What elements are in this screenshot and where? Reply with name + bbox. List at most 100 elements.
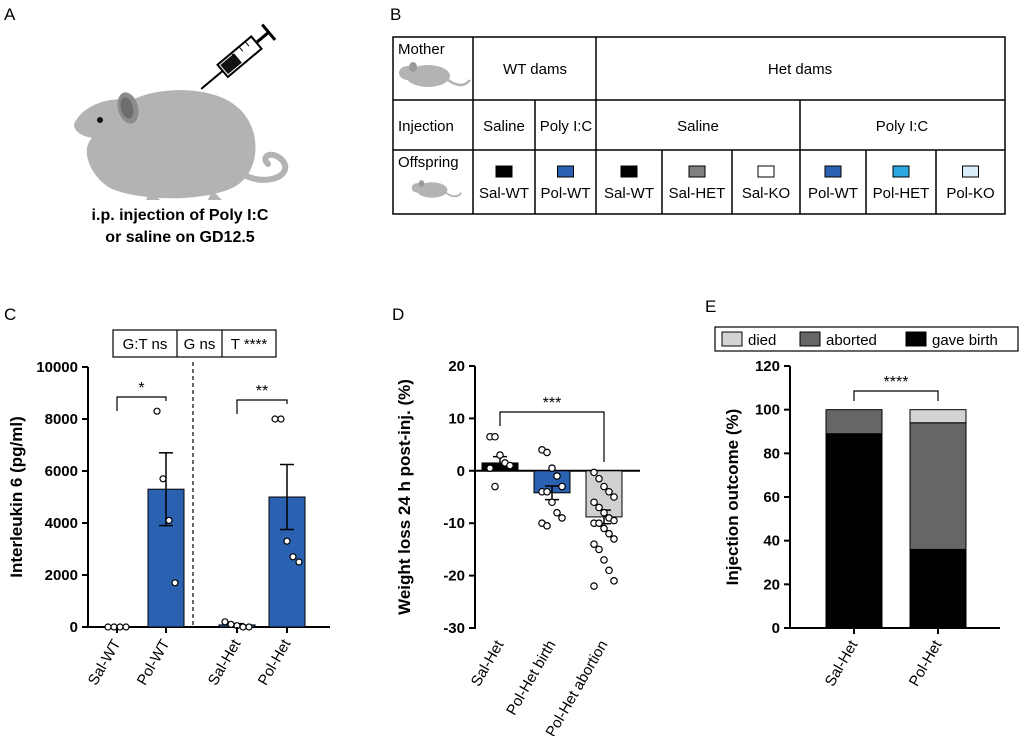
wt-saline-label: Saline: [483, 118, 525, 135]
offspring-label: Pol-WT: [541, 185, 591, 202]
y-axis-label: Injection outcome (%): [723, 409, 742, 586]
offspring-swatch: [824, 165, 842, 178]
x-category-label: Sal-Het: [468, 637, 508, 690]
x-category-label: Sal-Het: [205, 636, 245, 689]
y-tick-label: 100: [755, 402, 780, 419]
data-point: [159, 475, 167, 483]
significance-label: ****: [884, 374, 909, 391]
data-point: [543, 487, 551, 496]
y-tick-label: 2000: [45, 567, 78, 584]
y-tick-label: 10: [448, 410, 465, 427]
data-point: [277, 415, 285, 423]
data-point: [271, 415, 279, 423]
stacked-segment: [825, 409, 883, 435]
data-point: [553, 472, 561, 480]
data-point: [165, 516, 173, 525]
data-point: [289, 553, 297, 561]
data-point: [595, 519, 603, 528]
mouse-illustration: [74, 90, 289, 200]
stacked-segment: [909, 548, 967, 629]
offspring-mouse-icon: [410, 179, 463, 199]
panel-letter-a: A: [4, 5, 16, 24]
data-point: [558, 482, 566, 491]
data-point: [590, 540, 598, 548]
data-point: [553, 508, 561, 517]
y-tick-label: 20: [763, 576, 780, 593]
panel-letter-d: D: [392, 305, 404, 324]
data-point: [595, 503, 603, 512]
data-point: [600, 556, 608, 564]
y-tick-label: 40: [763, 533, 780, 550]
data-point: [221, 618, 229, 626]
data-point: [295, 558, 303, 566]
data-point: [496, 451, 504, 459]
data-point: [558, 514, 566, 522]
y-tick-label: 4000: [45, 515, 78, 532]
significance-label: ***: [543, 395, 562, 412]
offspring-label: Sal-WT: [604, 185, 654, 202]
stacked-segment: [909, 422, 967, 550]
offspring-swatch: [688, 165, 706, 178]
data-point: [610, 516, 618, 525]
legend-swatch: [721, 331, 743, 347]
syringe-icon: [200, 23, 277, 90]
offspring-swatch: [962, 165, 979, 178]
legend-label: died: [748, 332, 776, 349]
data-point: [491, 482, 499, 491]
offspring-label: Sal-HET: [669, 185, 726, 202]
data-point: [595, 545, 603, 554]
legend-label: aborted: [826, 332, 877, 349]
offspring-swatch: [757, 165, 775, 178]
data-point: [245, 623, 253, 631]
stats-label: G ns: [184, 336, 216, 353]
data-point: [605, 566, 613, 575]
y-tick-label: 120: [755, 358, 780, 375]
y-tick-label: 10000: [36, 359, 78, 376]
row-label-injection: Injection: [398, 118, 454, 135]
wt-dams-label: WT dams: [503, 61, 567, 78]
x-category-label: Sal-WT: [85, 637, 125, 689]
y-tick-label: 8000: [45, 411, 78, 428]
legend-swatch: [905, 331, 927, 347]
data-point: [283, 537, 291, 545]
significance-bracket: [853, 390, 939, 401]
data-point: [239, 623, 247, 631]
data-point: [595, 474, 603, 483]
y-tick-label: 0: [772, 620, 780, 637]
offspring-label: Sal-WT: [479, 185, 529, 202]
significance-bracket: [236, 399, 288, 414]
x-category-label: Pol-Het: [906, 637, 946, 690]
y-tick-label: -30: [443, 620, 465, 637]
data-point: [600, 524, 608, 533]
y-tick-label: 0: [457, 463, 465, 480]
wt-polyic-label: Poly I:C: [540, 118, 593, 135]
x-category-label: Pol-Het: [255, 636, 295, 689]
stats-box: [112, 329, 277, 358]
significance-label: *: [138, 380, 144, 397]
data-point: [506, 461, 514, 470]
y-tick-label: -10: [443, 515, 465, 532]
data-point: [153, 407, 161, 415]
stats-label: G:T ns: [123, 336, 168, 353]
data-point: [610, 577, 618, 585]
x-category-label: Sal-Het: [822, 637, 862, 690]
het-saline-label: Saline: [677, 118, 719, 135]
data-point: [600, 482, 608, 491]
y-tick-label: 60: [763, 489, 780, 506]
offspring-swatch: [620, 165, 638, 178]
legend-box: [714, 326, 1019, 352]
panel-a-caption-line2: or saline on GD12.5: [105, 229, 254, 246]
stats-label: T ****: [231, 336, 268, 353]
offspring-swatch: [557, 165, 574, 178]
het-polyic-label: Poly I:C: [876, 118, 929, 135]
panel-a-caption-line1: i.p. injection of Poly I:C: [92, 207, 269, 224]
row-label-mother: Mother: [398, 41, 445, 58]
data-point: [491, 432, 499, 441]
offspring-swatch: [495, 165, 513, 178]
y-tick-label: 20: [448, 358, 465, 375]
data-point: [590, 498, 598, 507]
y-tick-label: 0: [70, 619, 78, 636]
offspring-label: Pol-HET: [873, 185, 930, 202]
data-point: [486, 464, 494, 472]
